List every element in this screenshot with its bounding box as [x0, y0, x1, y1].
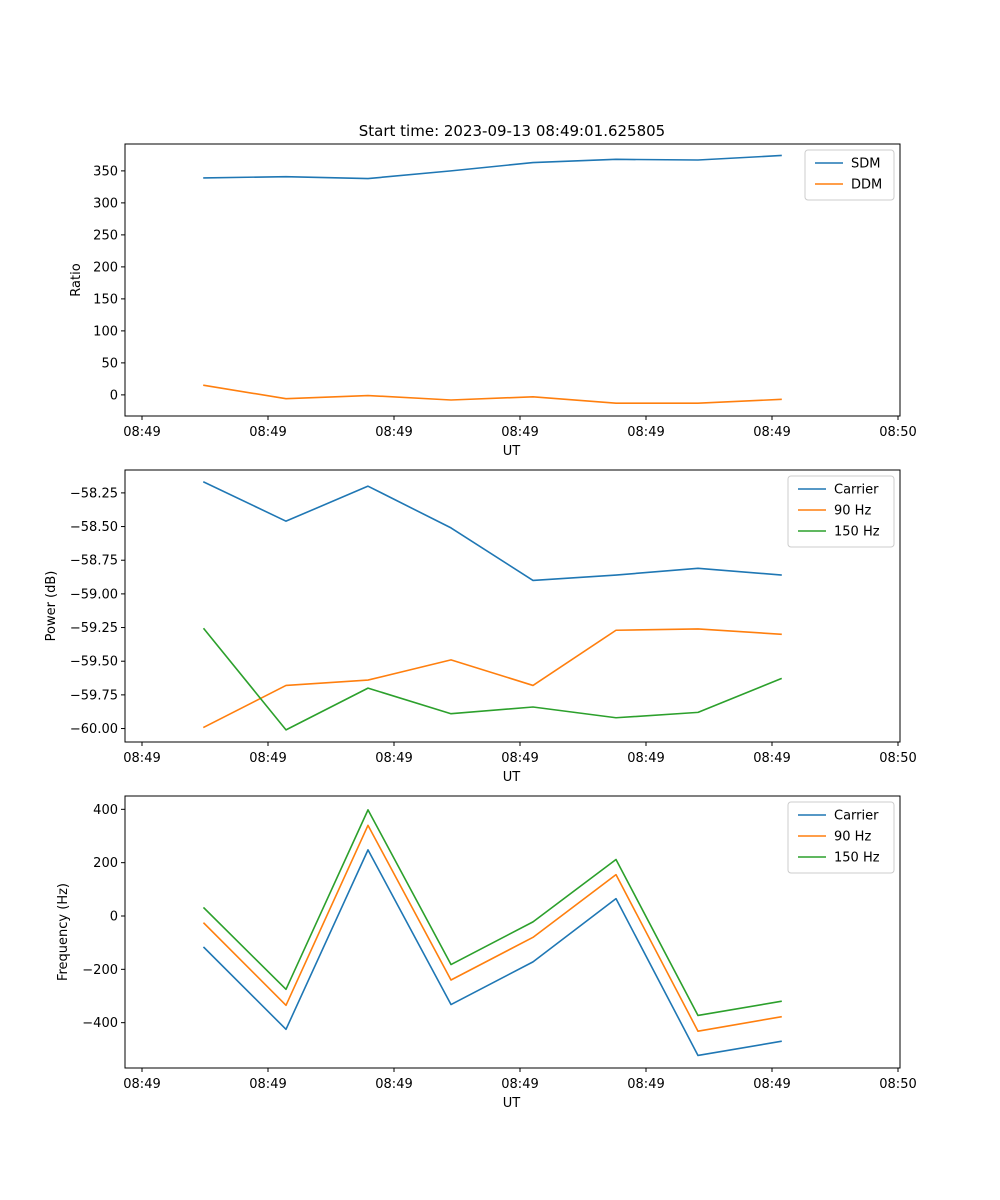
- legend-label: 150 Hz: [834, 851, 880, 866]
- y-tick-label: 350: [93, 164, 118, 179]
- legend-label: SDM: [851, 157, 880, 172]
- legend-box: [787, 801, 895, 874]
- legend-box: [787, 475, 895, 548]
- legend-label: 90 Hz: [834, 830, 871, 845]
- axes-frame: [124, 469, 901, 743]
- x-tick-label: 08:50: [879, 1077, 916, 1092]
- x-tick-label: 08:49: [627, 751, 664, 766]
- y-tick-label: −60.00: [70, 722, 118, 737]
- x-tick-label: 08:49: [627, 425, 664, 440]
- x-tick-label: 08:49: [123, 751, 160, 766]
- series-line-150-hz: [202, 627, 783, 731]
- x-tick-label: 08:49: [627, 1077, 664, 1092]
- legend: Carrier 90 Hz 150 Hz: [787, 475, 895, 548]
- x-tick-label: 08:49: [123, 425, 160, 440]
- x-tick-label: 08:49: [501, 751, 538, 766]
- y-tick-label: −59.25: [70, 621, 118, 636]
- x-tick-label: 08:49: [123, 1077, 160, 1092]
- y-tick-label: 200: [93, 260, 118, 275]
- y-tick-label: −58.75: [70, 554, 118, 569]
- legend-box: [804, 149, 895, 201]
- legend-label: 150 Hz: [834, 525, 880, 540]
- legend: SDM DDM: [804, 149, 895, 201]
- series-line-90-hz: [202, 628, 782, 729]
- legend-label: DDM: [851, 178, 882, 193]
- y-tick-label: −59.50: [70, 655, 118, 670]
- y-tick-label: 400: [93, 803, 118, 818]
- x-tick-label: 08:49: [375, 1077, 412, 1092]
- x-tick-label: 08:50: [879, 425, 916, 440]
- figure-title: Start time: 2023-09-13 08:49:01.625805: [359, 122, 665, 140]
- y-tick-label: 0: [110, 388, 118, 403]
- y-axis-label: Power (dB): [44, 571, 59, 642]
- y-tick-label: −59.75: [70, 688, 118, 703]
- y-tick-label: 150: [93, 292, 118, 307]
- x-axis-label: UT: [503, 444, 521, 459]
- series-line-sdm: [203, 154, 782, 180]
- y-tick-label: 50: [101, 356, 118, 371]
- x-tick-label: 08:50: [879, 751, 916, 766]
- x-tick-label: 08:49: [249, 425, 286, 440]
- x-tick-label: 08:49: [501, 425, 538, 440]
- legend-label: Carrier: [834, 483, 879, 498]
- series-line-carrier: [202, 849, 782, 1057]
- series-line-ddm: [203, 384, 782, 405]
- panels: 08:49 08:49 08:49 08:49 08:49 08:49 08:50 0 50 10…: [44, 143, 917, 1111]
- y-tick-label: 0: [110, 910, 118, 925]
- y-tick-label: 200: [93, 856, 118, 871]
- axes-frame: [124, 143, 901, 417]
- y-axis-label: Frequency (Hz): [56, 883, 71, 981]
- y-axis-label: Ratio: [69, 263, 84, 296]
- x-tick-label: 08:49: [753, 425, 790, 440]
- y-tick-label: 300: [93, 196, 118, 211]
- y-tick-label: −58.50: [70, 520, 118, 535]
- y-tick-label: 100: [93, 324, 118, 339]
- chart-panel-1: 08:49 08:49 08:49 08:49 08:49 08:49 08:50 0 50 10…: [69, 143, 917, 459]
- y-tick-label: −59.00: [70, 587, 118, 602]
- x-axis-label: UT: [503, 1096, 521, 1111]
- legend-label: Carrier: [834, 809, 879, 824]
- chart-panel-2: 08:49 08:49 08:49 08:49 08:49 08:49 08:50 −60.0…: [44, 469, 917, 785]
- chart-panel-3: 08:49 08:49 08:49 08:49 08:49 08:49 08:50 −400 −…: [56, 795, 917, 1111]
- axes-frame: [124, 795, 901, 1069]
- series-line-90-hz: [202, 824, 782, 1032]
- series-line-150-hz: [202, 809, 782, 1017]
- y-tick-label: −58.25: [70, 486, 118, 501]
- x-tick-label: 08:49: [753, 751, 790, 766]
- legend: Carrier 90 Hz 150 Hz: [787, 801, 895, 874]
- y-tick-label: 250: [93, 228, 118, 243]
- x-tick-label: 08:49: [501, 1077, 538, 1092]
- x-tick-label: 08:49: [375, 425, 412, 440]
- x-tick-label: 08:49: [375, 751, 412, 766]
- x-tick-label: 08:49: [753, 1077, 790, 1092]
- y-tick-label: −400: [82, 1016, 118, 1031]
- y-tick-label: −200: [82, 963, 118, 978]
- x-tick-label: 08:49: [249, 1077, 286, 1092]
- series-line-carrier: [202, 481, 782, 582]
- legend-label: 90 Hz: [834, 504, 871, 519]
- x-tick-label: 08:49: [249, 751, 286, 766]
- x-axis-label: UT: [503, 770, 521, 785]
